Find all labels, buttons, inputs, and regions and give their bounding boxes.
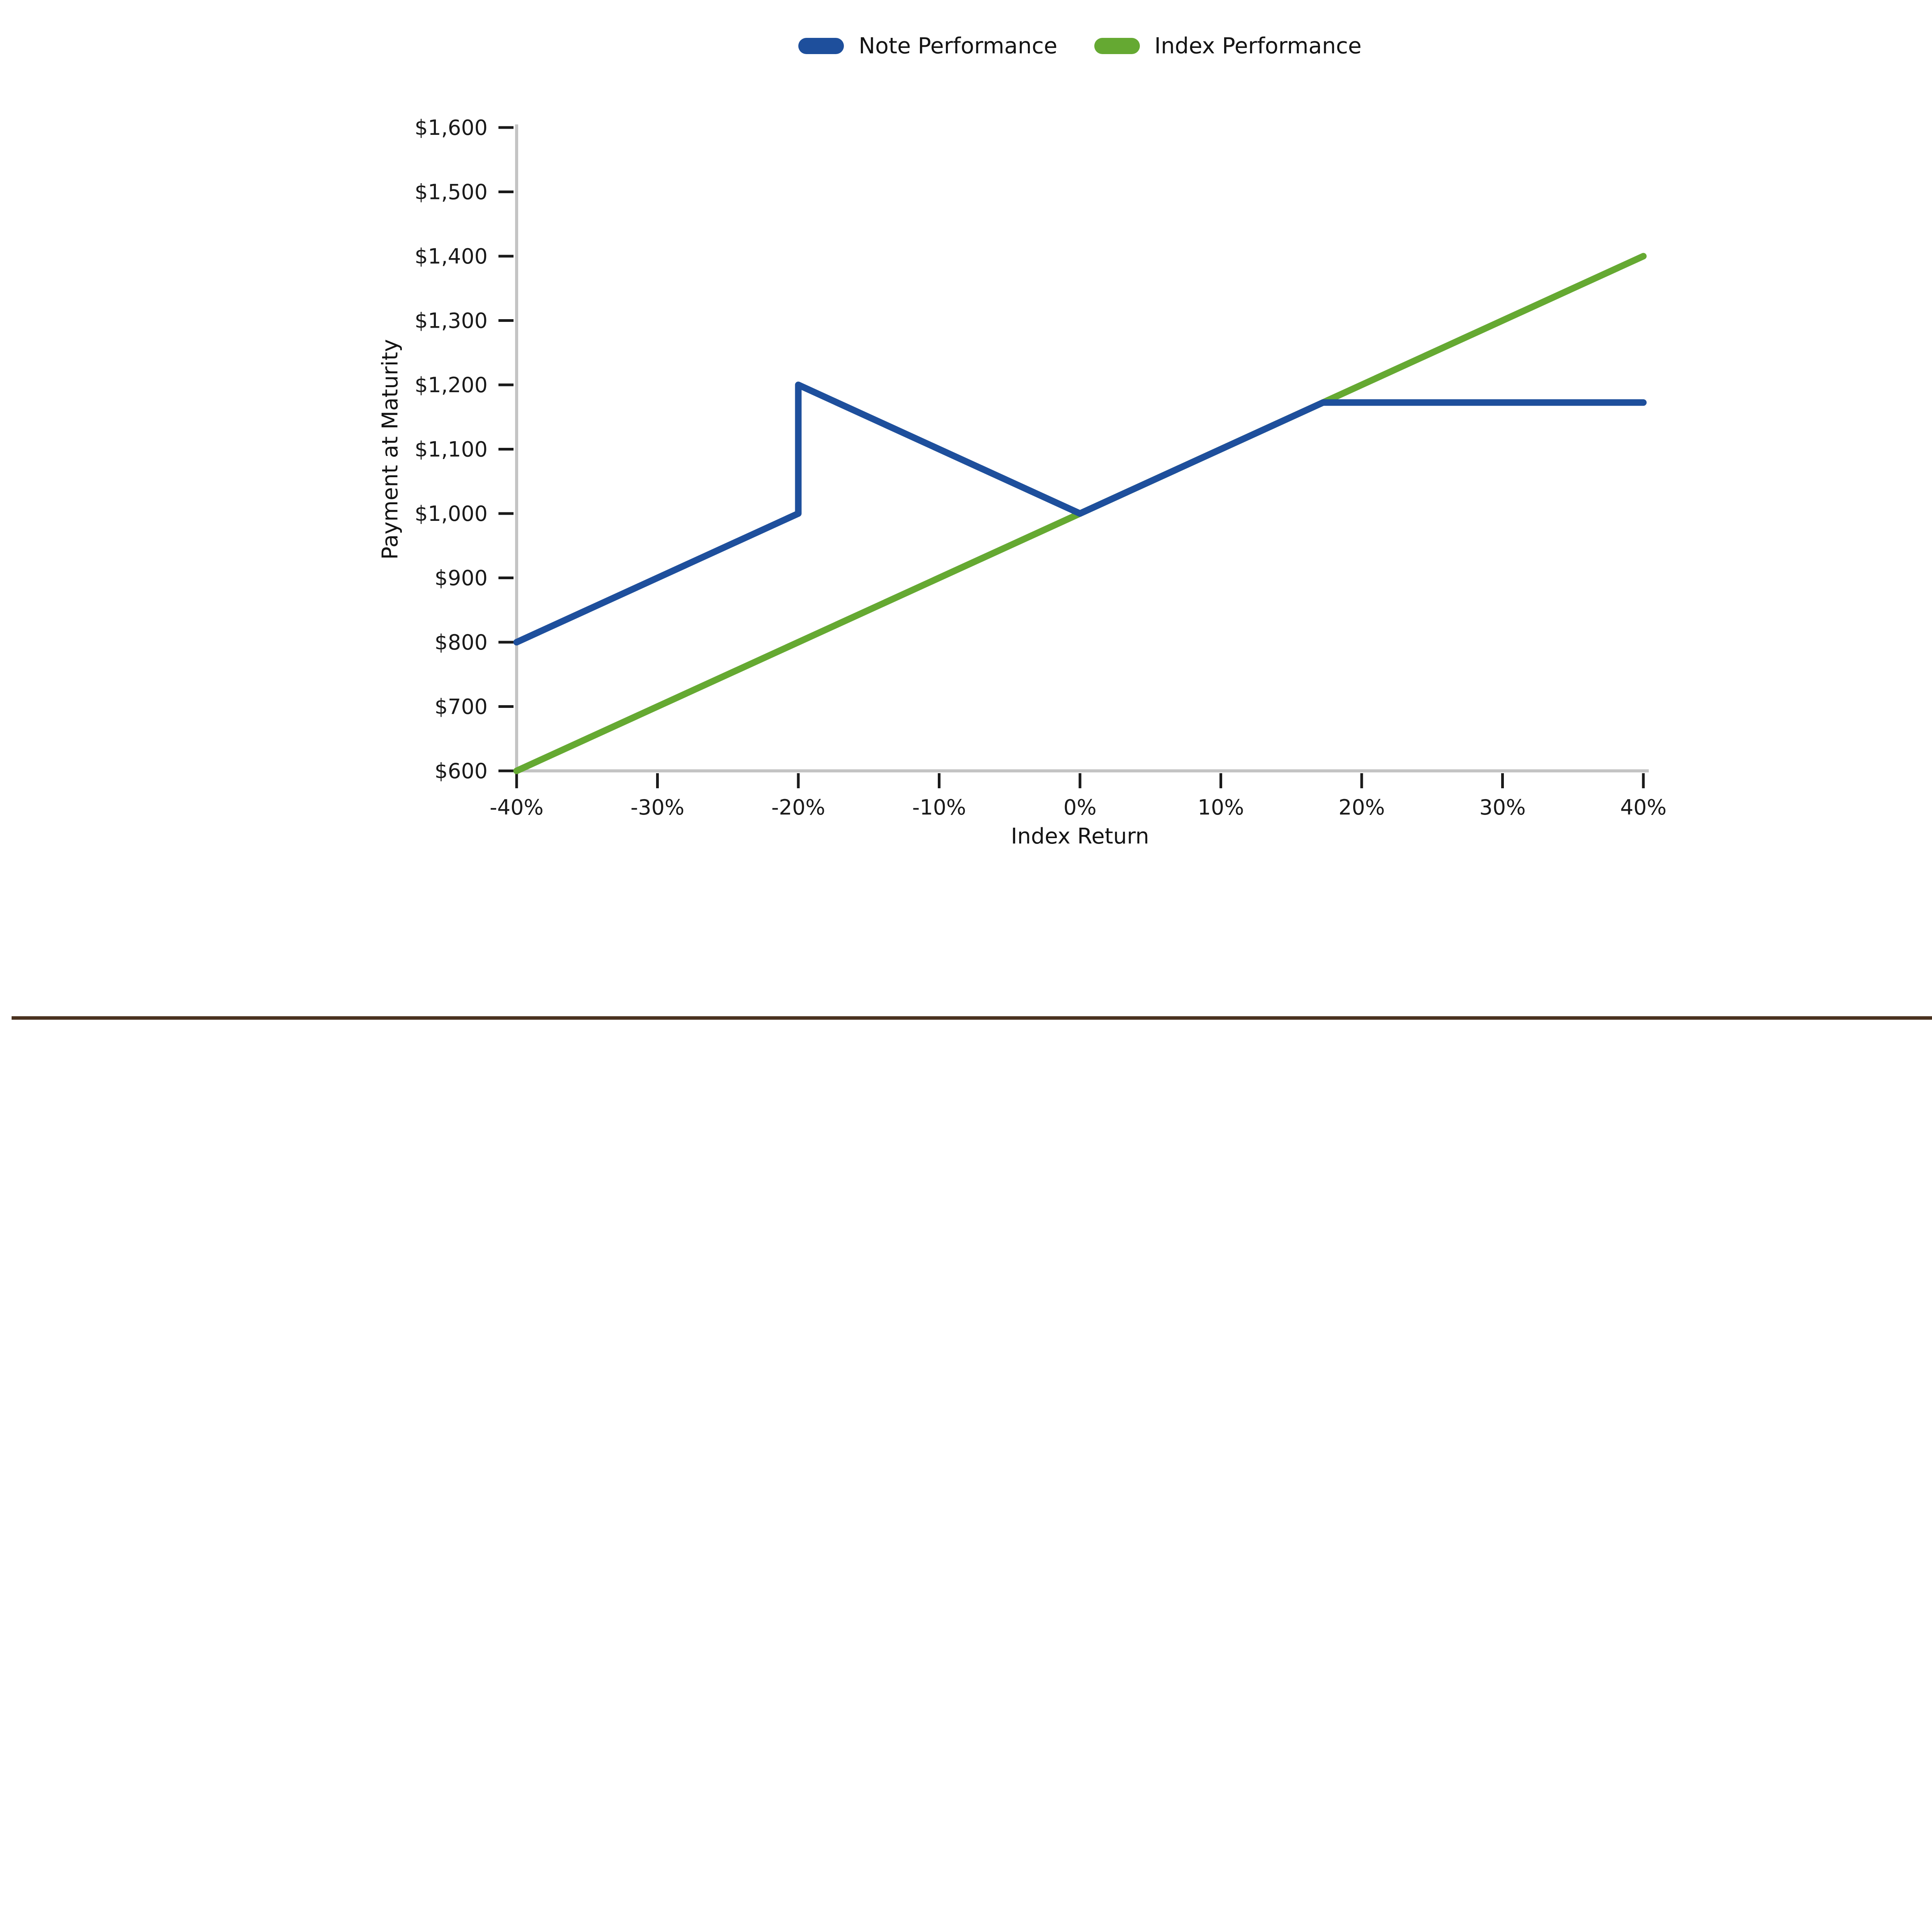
y-tick-label: $1,300 xyxy=(415,309,488,333)
y-tick-label: $1,600 xyxy=(415,116,488,140)
note-performance-swatch-icon xyxy=(798,38,844,54)
payoff-chart: Note Performance Index Performance $600 $… xyxy=(0,0,1932,908)
legend-item-index-performance: Index Performance xyxy=(1094,33,1362,59)
legend-label-note-performance: Note Performance xyxy=(859,33,1058,59)
x-tick-label: 20% xyxy=(1338,795,1385,820)
y-tick-label: $1,100 xyxy=(415,437,488,462)
y-tick-label: $1,500 xyxy=(415,180,488,204)
chart-legend: Note Performance Index Performance xyxy=(517,33,1643,59)
legend-item-note-performance: Note Performance xyxy=(798,33,1058,59)
x-tick-label: -30% xyxy=(631,795,685,820)
y-tick-label: $1,400 xyxy=(415,244,488,269)
x-tick-label: -10% xyxy=(912,795,966,820)
y-tick-label: $800 xyxy=(435,630,488,655)
x-tick-label: 10% xyxy=(1197,795,1244,820)
y-tick-label: $700 xyxy=(435,695,488,719)
y-tick-label: $600 xyxy=(435,759,488,783)
y-tick-label: $900 xyxy=(435,566,488,590)
x-axis-title: Index Return xyxy=(1011,824,1149,849)
x-tick-label: 30% xyxy=(1479,795,1526,820)
y-tick-label: $1,000 xyxy=(415,502,488,526)
y-axis-title: Payment at Maturity xyxy=(378,339,403,560)
x-tick-label: -20% xyxy=(771,795,825,820)
top-divider-rule xyxy=(12,1016,1932,1020)
y-tick-label: $1,200 xyxy=(415,373,488,397)
plot-canvas: $600 $700 $800 $900 $1,000 $1,100 $1,200 $1,300… xyxy=(415,116,1667,820)
legend-label-index-performance: Index Performance xyxy=(1154,33,1362,59)
x-tick-label: 0% xyxy=(1063,795,1097,820)
index-performance-swatch-icon xyxy=(1094,38,1140,54)
note-performance-line xyxy=(513,381,1647,646)
x-tick-label: 40% xyxy=(1620,795,1667,820)
x-tick-label: -40% xyxy=(490,795,544,820)
